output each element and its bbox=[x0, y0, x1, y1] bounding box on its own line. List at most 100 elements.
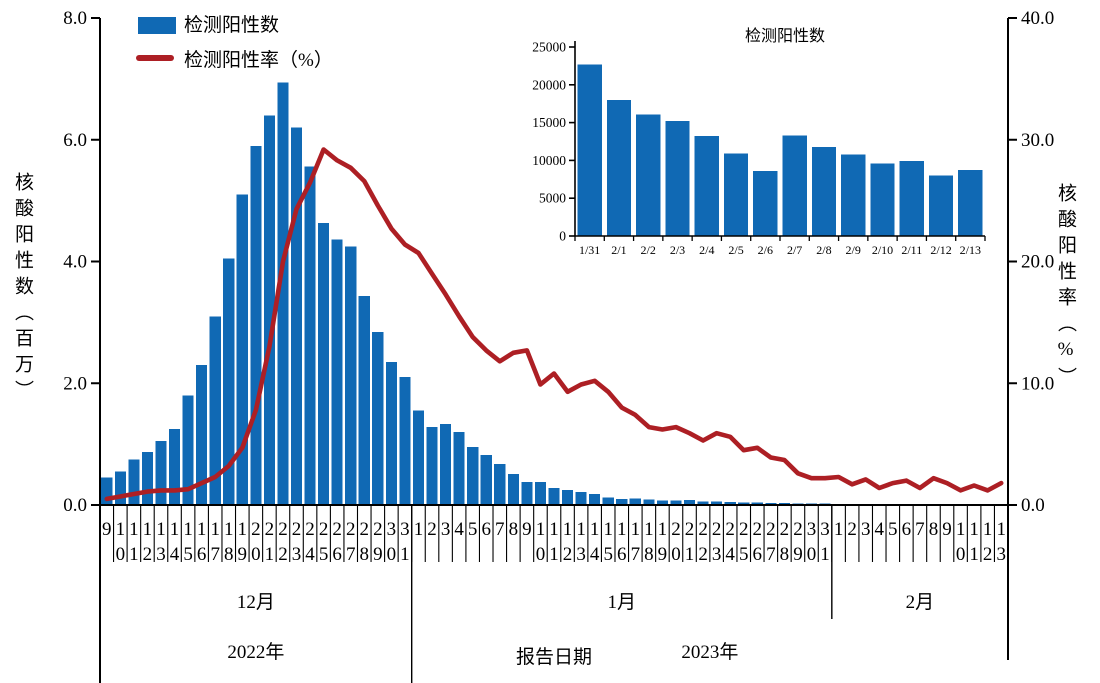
bar bbox=[738, 502, 750, 505]
day-label: 5 bbox=[739, 544, 749, 565]
inset-bar bbox=[577, 64, 602, 236]
day-label: 9 bbox=[102, 519, 112, 540]
right-tick-label: 20.0 bbox=[1021, 252, 1054, 273]
year-labels: 2022年 2023年 报告日期 bbox=[227, 641, 738, 668]
bar bbox=[575, 492, 587, 505]
bar bbox=[507, 473, 519, 505]
bar bbox=[318, 223, 330, 505]
inset-bar bbox=[694, 136, 719, 236]
bar bbox=[141, 452, 154, 505]
bar bbox=[683, 500, 696, 505]
day-label: 1 bbox=[129, 544, 139, 565]
inset-y-tick-label: 10000 bbox=[532, 153, 566, 168]
day-label: 2 bbox=[793, 519, 803, 540]
day-label: 3 bbox=[996, 544, 1006, 565]
bar bbox=[765, 502, 777, 505]
bar bbox=[209, 316, 221, 505]
month-separators bbox=[411, 505, 833, 683]
day-label: 2 bbox=[251, 519, 261, 540]
inset-x-label: 2/6 bbox=[758, 243, 773, 257]
legend-bar-label: 检测阳性数 bbox=[184, 15, 280, 36]
day-label: 9 bbox=[522, 519, 532, 540]
legend-line-label: 检测阳性率（%） bbox=[184, 50, 333, 71]
bar bbox=[440, 424, 452, 505]
day-label: 5 bbox=[319, 544, 329, 565]
day-label: 3 bbox=[712, 544, 722, 565]
day-label: 5 bbox=[183, 544, 193, 565]
bar bbox=[250, 145, 262, 505]
month-labels: 12月 1月 2月 bbox=[237, 592, 934, 613]
inset-bar bbox=[811, 146, 837, 236]
bar bbox=[548, 487, 560, 505]
day-label: 2 bbox=[265, 519, 275, 540]
day-label: 7 bbox=[766, 544, 776, 565]
day-label: 1 bbox=[658, 519, 668, 540]
inset-bar bbox=[870, 163, 895, 236]
day-label: 8 bbox=[644, 544, 654, 565]
inset-y-tick-label: 25000 bbox=[532, 40, 566, 55]
inset-x-label: 2/10 bbox=[872, 243, 893, 257]
day-label: 1 bbox=[224, 519, 234, 540]
day-label: 1 bbox=[143, 519, 153, 540]
day-label: 4 bbox=[454, 519, 464, 540]
inset-x-label: 2/9 bbox=[846, 243, 861, 257]
day-label: 1 bbox=[603, 519, 613, 540]
day-label: 4 bbox=[590, 544, 600, 565]
day-label: 1 bbox=[969, 544, 979, 565]
bar bbox=[467, 447, 479, 505]
right-tick-label: 30.0 bbox=[1021, 130, 1054, 151]
day-label: 8 bbox=[929, 519, 939, 540]
bar bbox=[453, 431, 465, 505]
inset-y-ticks: 0 5000 10000 15000 20000 25000 bbox=[532, 40, 575, 244]
bar bbox=[304, 166, 316, 506]
inset-x-label: 2/3 bbox=[670, 243, 685, 257]
day-label: 1 bbox=[265, 544, 275, 565]
day-label: 1 bbox=[820, 544, 830, 565]
day-label: 2 bbox=[983, 544, 993, 565]
day-label: 3 bbox=[292, 544, 302, 565]
day-label: 2 bbox=[563, 544, 573, 565]
day-label: 9 bbox=[238, 544, 248, 565]
day-label: 2 bbox=[685, 519, 695, 540]
day-label: 2 bbox=[712, 519, 722, 540]
left-axis-title: 核酸阳性数（百万） bbox=[12, 172, 33, 406]
day-label: 1 bbox=[644, 519, 654, 540]
bar bbox=[385, 361, 397, 505]
day-label: 1 bbox=[170, 519, 180, 540]
inset-bar bbox=[606, 99, 632, 236]
inset-x-label: 2/5 bbox=[728, 243, 743, 257]
bar bbox=[168, 428, 181, 505]
bar bbox=[629, 498, 641, 505]
day-label: 2 bbox=[346, 519, 356, 540]
day-label: 7 bbox=[631, 544, 641, 565]
inset-x-ticks bbox=[574, 236, 986, 241]
x-axis-day-ticks bbox=[99, 505, 1009, 562]
bar bbox=[656, 500, 668, 505]
day-label: 2 bbox=[725, 519, 735, 540]
day-label: 4 bbox=[170, 544, 180, 565]
day-label: 1 bbox=[156, 519, 166, 540]
inset-bar bbox=[665, 121, 690, 236]
day-label: 8 bbox=[780, 544, 790, 565]
day-label: 6 bbox=[617, 544, 627, 565]
right-tick-label: 0.0 bbox=[1021, 495, 1045, 516]
left-axis-ticks: 0.0 2.0 4.0 6.0 8.0 bbox=[63, 8, 100, 516]
day-label: 1 bbox=[197, 519, 207, 540]
day-label: 1 bbox=[590, 519, 600, 540]
bar bbox=[724, 501, 736, 505]
month-label: 1月 bbox=[608, 592, 637, 613]
bar bbox=[128, 459, 140, 505]
bar bbox=[182, 395, 194, 506]
inset-bar bbox=[782, 135, 807, 236]
day-label: 1 bbox=[996, 519, 1006, 540]
bar bbox=[521, 481, 533, 505]
bar bbox=[589, 494, 601, 505]
bar bbox=[263, 115, 275, 506]
bar bbox=[697, 501, 709, 505]
day-label: 2 bbox=[427, 519, 437, 540]
day-label: 0 bbox=[251, 544, 261, 565]
day-label: 1 bbox=[536, 519, 546, 540]
year-label: 2023年 bbox=[681, 641, 738, 663]
bar bbox=[345, 246, 357, 505]
